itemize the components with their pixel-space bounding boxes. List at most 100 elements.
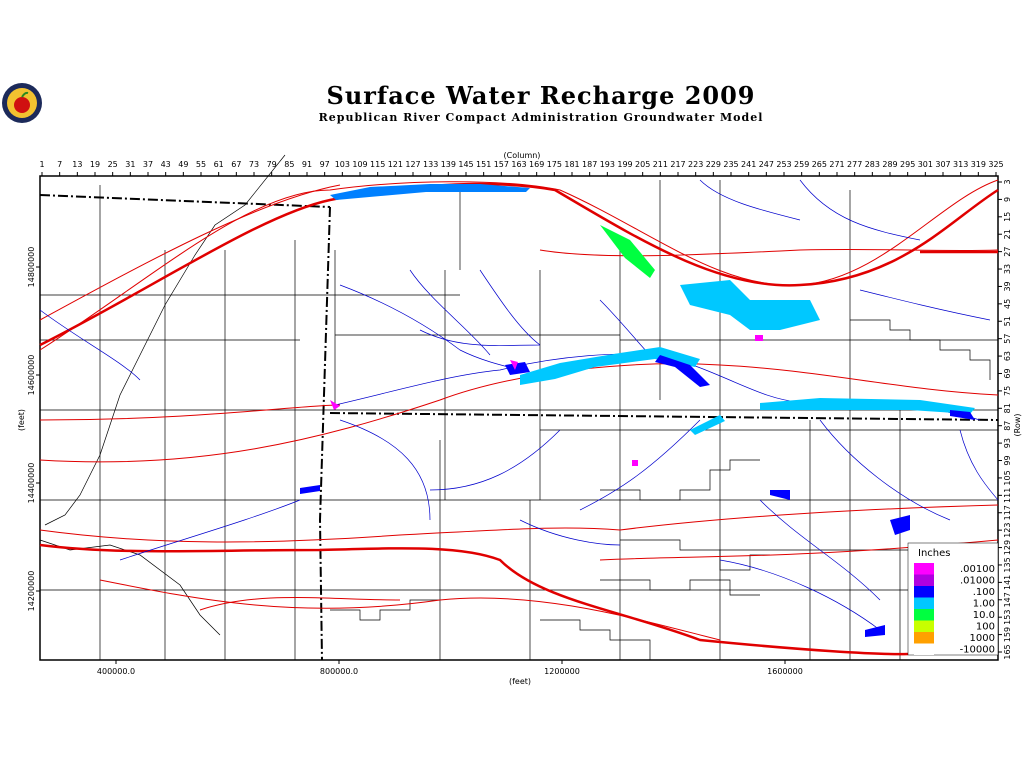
column-tick-label: 67 — [231, 160, 241, 169]
column-tick-label: 241 — [741, 160, 756, 169]
row-tick-label: 57 — [1003, 334, 1012, 344]
column-tick-label: 187 — [582, 160, 597, 169]
legend-label: .100 — [973, 587, 995, 598]
column-tick-label: 55 — [196, 160, 206, 169]
column-tick-label: 223 — [688, 160, 703, 169]
x-feet-label: (feet) — [509, 677, 531, 686]
legend-label: 1.00 — [973, 599, 995, 610]
row-tick-label: 21 — [1003, 229, 1012, 239]
row-tick-label: 129 — [1003, 540, 1012, 555]
column-tick-label: 319 — [971, 160, 986, 169]
column-tick-label: 1 — [39, 160, 44, 169]
column-tick-label: 259 — [794, 160, 809, 169]
column-tick-label: 115 — [370, 160, 385, 169]
legend-swatch — [914, 574, 934, 586]
row-tick-label: 111 — [1003, 488, 1012, 503]
row-tick-label: 39 — [1003, 281, 1012, 291]
column-tick-label: 79 — [267, 160, 277, 169]
column-tick-label: 325 — [988, 160, 1003, 169]
row-axis-label: (Row) — [1013, 414, 1022, 437]
title: Surface Water Recharge 2009 — [327, 81, 756, 110]
row-tick-label: 153 — [1003, 610, 1012, 625]
row-tick-label: 69 — [1003, 368, 1012, 378]
legend-title: Inches — [918, 548, 951, 559]
column-tick-label: 265 — [812, 160, 827, 169]
legend-label: 100 — [976, 622, 995, 633]
y-feet-tick-label: 14200000 — [27, 571, 36, 612]
column-tick-label: 97 — [320, 160, 330, 169]
legend-swatch — [914, 620, 934, 632]
subtitle: Republican River Compact Administration … — [319, 111, 764, 124]
column-tick-label: 229 — [706, 160, 721, 169]
row-tick-label: 99 — [1003, 455, 1012, 465]
column-tick-label: 127 — [405, 160, 420, 169]
column-tick-label: 289 — [882, 160, 897, 169]
column-tick-label: 145 — [458, 160, 473, 169]
legend-label: 1000 — [970, 633, 995, 644]
row-tick-label: 27 — [1003, 247, 1012, 257]
column-tick-label: 139 — [441, 160, 456, 169]
column-tick-label: 91 — [302, 160, 312, 169]
logo — [2, 83, 42, 123]
column-tick-label: 61 — [214, 160, 224, 169]
column-tick-label: 121 — [388, 160, 403, 169]
row-tick-label: 159 — [1003, 627, 1012, 642]
row-tick-label: 81 — [1003, 403, 1012, 413]
column-tick-label: 175 — [547, 160, 562, 169]
column-tick-label: 163 — [511, 160, 526, 169]
y-feet-tick-label: 14400000 — [27, 463, 36, 504]
row-tick-label: 87 — [1003, 421, 1012, 431]
column-tick-label: 103 — [335, 160, 350, 169]
legend-label: .00100 — [960, 564, 995, 575]
column-tick-label: 193 — [600, 160, 615, 169]
column-tick-label: 7 — [57, 160, 62, 169]
row-tick-label: 15 — [1003, 212, 1012, 222]
row-tick-label: 105 — [1003, 470, 1012, 485]
legend-swatch — [914, 632, 934, 644]
column-tick-label: 301 — [918, 160, 933, 169]
row-tick-label: 75 — [1003, 386, 1012, 396]
row-tick-label: 45 — [1003, 299, 1012, 309]
legend-label: 10.0 — [973, 610, 995, 621]
column-tick-label: 235 — [723, 160, 738, 169]
column-tick-label: 205 — [635, 160, 650, 169]
column-axis-label: (Column) — [504, 151, 541, 160]
row-tick-label: 63 — [1003, 351, 1012, 361]
column-tick-label: 157 — [494, 160, 509, 169]
column-tick-label: 43 — [161, 160, 171, 169]
row-tick-label: 51 — [1003, 316, 1012, 326]
column-tick-label: 85 — [284, 160, 294, 169]
column-tick-label: 13 — [72, 160, 82, 169]
legend-swatch — [914, 609, 934, 621]
legend-swatch — [914, 586, 934, 598]
y-feet-tick-label: 14600000 — [27, 355, 36, 396]
row-tick-label: 141 — [1003, 575, 1012, 590]
column-tick-label: 109 — [352, 160, 367, 169]
row-tick-label: 165 — [1003, 644, 1012, 659]
row-tick-label: 147 — [1003, 592, 1012, 607]
column-tick-label: 313 — [953, 160, 968, 169]
column-tick-label: 133 — [423, 160, 438, 169]
column-tick-label: 169 — [529, 160, 544, 169]
map-body — [39, 154, 999, 661]
column-tick-label: 199 — [617, 160, 632, 169]
row-tick-label: 135 — [1003, 557, 1012, 572]
row-tick-label: 33 — [1003, 264, 1012, 274]
row-tick-label: 9 — [1003, 197, 1012, 202]
y-feet-tick-label: 14800000 — [27, 247, 36, 288]
column-tick-label: 19 — [90, 160, 100, 169]
column-tick-label: 73 — [249, 160, 259, 169]
column-tick-label: 151 — [476, 160, 491, 169]
column-tick-label: 211 — [653, 160, 668, 169]
x-feet-tick-label: 800000.0 — [320, 667, 358, 676]
column-tick-label: 253 — [776, 160, 791, 169]
legend-swatch — [914, 597, 934, 609]
legend-swatch — [914, 643, 934, 655]
row-tick-label: 123 — [1003, 523, 1012, 538]
recharge-cells — [300, 184, 975, 637]
x-feet-tick-label: 1200000 — [544, 667, 580, 676]
column-tick-label: 247 — [759, 160, 774, 169]
column-tick-label: 217 — [670, 160, 685, 169]
